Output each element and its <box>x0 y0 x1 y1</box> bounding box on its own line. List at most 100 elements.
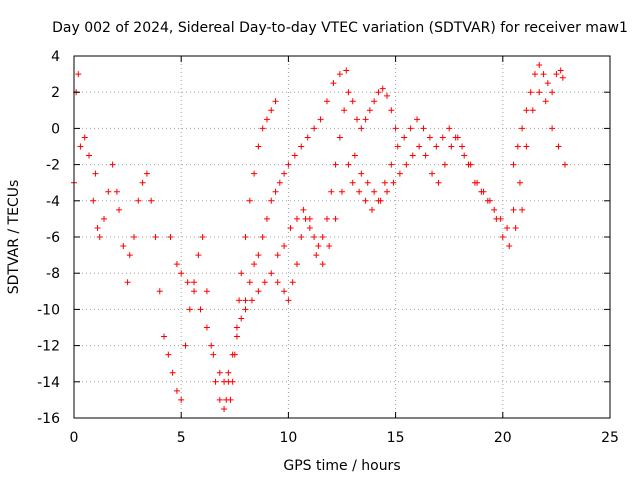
data-point <box>341 107 348 114</box>
data-point <box>465 161 472 168</box>
data-point <box>422 152 429 159</box>
data-point <box>379 85 386 92</box>
data-point <box>499 234 506 240</box>
data-point <box>212 378 219 385</box>
data-point <box>77 143 84 150</box>
data-point <box>388 107 395 114</box>
data-point <box>191 279 198 286</box>
data-point <box>268 270 275 277</box>
data-point <box>396 170 403 177</box>
y-axis-label: SDTVAR / TECUs <box>6 180 22 295</box>
data-point <box>285 297 292 304</box>
data-point <box>510 206 517 213</box>
data-point <box>426 134 433 141</box>
data-point <box>349 179 356 186</box>
data-point <box>371 188 378 195</box>
data-point <box>311 234 318 240</box>
data-point <box>109 161 116 168</box>
data-point <box>311 125 318 132</box>
data-point <box>255 288 262 295</box>
data-point <box>268 197 275 204</box>
data-point <box>315 243 322 250</box>
data-point <box>448 143 455 150</box>
data-point <box>186 306 193 313</box>
data-point <box>536 62 543 69</box>
data-point <box>120 243 127 250</box>
y-tick-label: 4 <box>51 49 60 65</box>
data-point <box>553 71 560 78</box>
data-point <box>178 396 185 403</box>
data-point <box>263 116 270 123</box>
data-point <box>152 234 159 240</box>
data-point <box>384 188 391 195</box>
data-point <box>131 234 138 240</box>
data-point <box>313 252 320 259</box>
chart-title: Day 002 of 2024, Sidereal Day-to-day VTE… <box>52 20 628 36</box>
x-tick-label: 20 <box>494 430 512 446</box>
x-tick-label: 15 <box>387 430 405 446</box>
y-tick-label: -4 <box>46 194 60 210</box>
data-point <box>116 206 123 213</box>
data-point <box>90 197 97 204</box>
data-point <box>330 80 337 87</box>
data-point <box>101 215 108 222</box>
data-point <box>251 261 258 268</box>
data-point <box>298 234 305 240</box>
data-point <box>143 170 150 177</box>
data-point <box>478 188 485 195</box>
data-point <box>126 252 133 259</box>
data-point <box>388 161 395 168</box>
data-point <box>304 134 311 141</box>
data-point <box>216 369 223 376</box>
data-point <box>124 279 131 286</box>
data-point <box>263 215 270 222</box>
data-point <box>173 261 180 268</box>
data-point <box>156 288 163 295</box>
data-point <box>203 324 210 331</box>
data-point <box>216 396 223 403</box>
data-point <box>319 261 326 268</box>
data-point <box>519 206 526 213</box>
data-point <box>375 89 382 96</box>
data-point <box>94 224 101 231</box>
data-point <box>229 378 236 385</box>
data-point <box>345 89 352 96</box>
data-point <box>184 279 191 286</box>
data-point <box>536 89 543 96</box>
x-tick-label: 25 <box>601 430 619 446</box>
data-point <box>401 134 408 141</box>
data-point <box>75 71 82 78</box>
data-point <box>540 71 547 78</box>
data-point <box>375 197 382 204</box>
data-point <box>549 89 556 96</box>
data-point <box>328 188 335 195</box>
data-point <box>242 297 249 304</box>
data-point <box>461 152 468 159</box>
data-point <box>173 387 180 394</box>
data-point <box>274 252 281 259</box>
data-point <box>506 243 513 250</box>
data-point <box>358 125 365 132</box>
data-point <box>306 215 313 222</box>
data-point <box>210 351 217 358</box>
data-point <box>459 143 466 150</box>
data-point <box>221 378 228 385</box>
data-point <box>351 152 358 159</box>
data-point <box>471 179 478 186</box>
data-point <box>113 188 120 195</box>
y-tick-labels: -16 -14 -12 -10 -8 -6 -4 -2 0 2 4 <box>37 49 60 427</box>
data-point <box>197 306 204 313</box>
y-tick-label: -10 <box>37 302 60 318</box>
data-point <box>414 116 421 123</box>
data-point <box>362 197 369 204</box>
data-point <box>512 224 519 231</box>
data-point <box>362 116 369 123</box>
data-point <box>86 152 93 159</box>
data-point <box>497 215 504 222</box>
data-point <box>358 170 365 177</box>
data-point <box>349 98 356 105</box>
y-tick-label: -6 <box>46 230 60 246</box>
data-point <box>356 188 363 195</box>
data-point <box>225 369 232 376</box>
